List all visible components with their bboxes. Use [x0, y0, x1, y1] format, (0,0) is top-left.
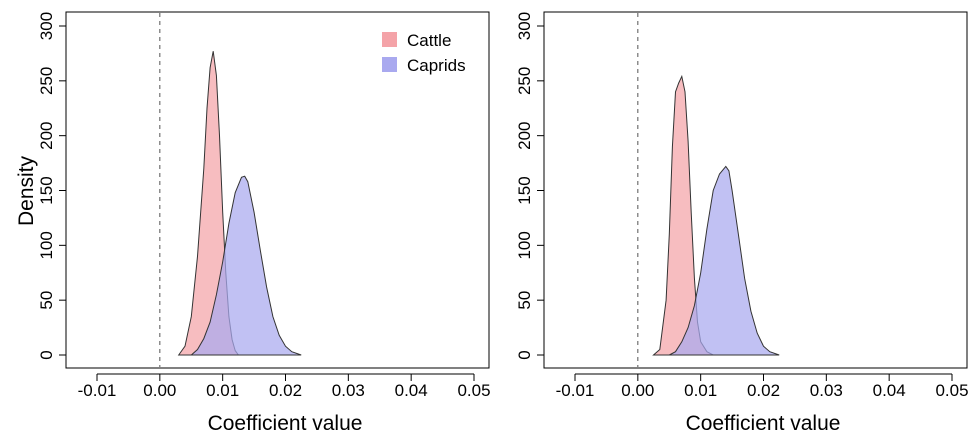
x-axis-label-right: Coefficient value: [686, 412, 841, 435]
series-layer-left: [177, 51, 302, 356]
x-tick-label-0.05: 0.05: [935, 381, 968, 400]
legend-swatch-caprids: [382, 57, 397, 72]
legend-label-cattle: Cattle: [407, 31, 451, 50]
y-tick-label-50: 50: [515, 291, 534, 310]
x-tick-label-0.00: 0.00: [143, 381, 176, 400]
y-tick-label-300: 300: [37, 12, 56, 40]
y-tick-label-200: 200: [515, 121, 534, 149]
x-tick-label-0.01: 0.01: [684, 381, 717, 400]
y-tick-label-0: 0: [37, 350, 56, 359]
y-tick-label-100: 100: [515, 231, 534, 259]
x-axis-right: -0.01 0.00 0.01 0.02 0.03 0.04 0.05: [556, 373, 969, 400]
x-tick-label--0.01: -0.01: [78, 381, 117, 400]
y-tick-label-50: 50: [37, 291, 56, 310]
y-tick-label-300: 300: [515, 12, 534, 40]
x-tick-label-0.04: 0.04: [873, 381, 906, 400]
y-axis-label: Density: [15, 155, 38, 226]
series-layer-right: [652, 74, 780, 356]
x-tick-label-0.04: 0.04: [395, 381, 428, 400]
y-tick-label-250: 250: [515, 67, 534, 95]
x-tick-label-0.02: 0.02: [269, 381, 302, 400]
y-tick-label-250: 250: [37, 67, 56, 95]
y-axis-left: 0 50 100 150 200 250 300: [37, 12, 66, 360]
x-tick-label-0.01: 0.01: [206, 381, 239, 400]
legend: Cattle Caprids: [382, 31, 466, 75]
y-tick-label-200: 200: [37, 121, 56, 149]
y-tick-label-0: 0: [515, 350, 534, 359]
x-axis-label-left: Coefficient value: [208, 412, 363, 435]
y-tick-label-150: 150: [515, 176, 534, 204]
y-tick-label-150: 150: [37, 176, 56, 204]
y-tick-label-100: 100: [37, 231, 56, 259]
x-tick-label-0.05: 0.05: [457, 381, 490, 400]
y-axis-right: 0 50 100 150 200 250 300: [515, 12, 544, 360]
x-tick-label-0.00: 0.00: [621, 381, 654, 400]
x-tick-label-0.02: 0.02: [747, 381, 780, 400]
x-tick-label--0.01: -0.01: [556, 381, 595, 400]
plot-frame-right: [543, 11, 968, 369]
panel-right: 0 50 100 150 200 250 300 -0.01 0.00 0.01 0.02 0.03…: [515, 11, 969, 435]
legend-label-caprids: Caprids: [407, 56, 466, 75]
x-tick-label-0.03: 0.03: [810, 381, 843, 400]
x-tick-label-0.03: 0.03: [332, 381, 365, 400]
x-axis-left: -0.01 0.00 0.01 0.02 0.03 0.04 0.05: [78, 373, 491, 400]
density-curve-caprids-left: [189, 175, 302, 356]
panel-left: 0 50 100 150 200 250 300 -0.01 0.00 0.01 0.02 0.03…: [15, 11, 491, 435]
legend-swatch-cattle: [382, 32, 397, 47]
density-curve-caprids-right: [669, 165, 780, 356]
